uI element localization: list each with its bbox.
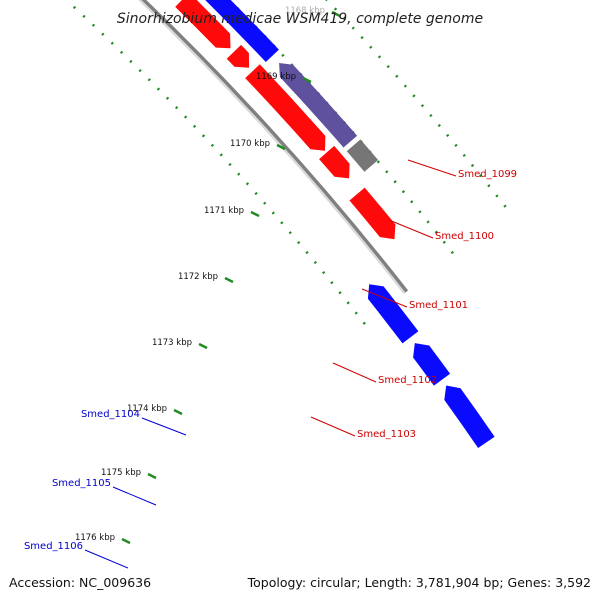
gene-label-right-1: Smed_1099 [458, 169, 517, 180]
tick-label-6: 1173 kbp [152, 338, 192, 348]
gene-leader-2 [388, 219, 434, 239]
cds-reverse-smed-1106 [444, 385, 495, 448]
cds-reverse-smed-1104 [367, 284, 419, 344]
cds-forward-smed-1103 [349, 187, 396, 240]
tick-mark-9 [121, 537, 131, 545]
gene-leader-1 [407, 159, 457, 177]
gene-label-left-1: Smed_1104 [81, 409, 140, 420]
genome-title: Sinorhizobium medicae WSM419, complete g… [117, 11, 483, 27]
tick-mark-5 [224, 276, 234, 284]
tick-label-8: 1175 kbp [101, 468, 141, 478]
gene-label-right-2: Smed_1100 [435, 231, 494, 242]
backbone-line [141, 0, 409, 293]
tick-mark-4 [250, 210, 260, 218]
cds-reverse-smed-1105 [413, 343, 451, 386]
tick-label-4: 1171 kbp [204, 206, 244, 216]
gene-leader-3 [361, 288, 408, 308]
feature-grey [346, 139, 379, 172]
backbone-shadow [137, 0, 406, 295]
gene-labels: Smed_1099 Smed_1100 Smed_1101 Smed_1102 Smed… [24, 159, 517, 569]
tick-mark-6 [198, 342, 208, 350]
gene-leader-left-3 [84, 549, 129, 569]
topology-text: Topology: circular; Length: 3,781,904 bp… [247, 575, 591, 590]
gene-label-right-5: Smed_1103 [357, 429, 416, 440]
tick-label-9: 1176 kbp [75, 533, 115, 543]
cds-forward-smed-1099 [175, 0, 231, 49]
feature-purple [279, 63, 358, 148]
coordinate-ticks: 1168 kbp 1169 kbp 1170 kbp 1171 kbp 1172 kbp… [75, 6, 341, 545]
cds-forward-smed-1102 [319, 145, 350, 179]
gene-leader-left-1 [141, 417, 187, 436]
gene-label-left-2: Smed_1105 [52, 478, 111, 489]
gene-leader-5 [310, 416, 356, 437]
gene-label-right-3: Smed_1101 [409, 300, 468, 311]
tick-label-2: 1169 kbp [256, 72, 296, 82]
gene-label-left-3: Smed_1106 [24, 541, 83, 552]
gene-features [175, 0, 495, 448]
cds-forward-smed-1101 [245, 64, 326, 151]
tick-mark-1 [331, 10, 341, 18]
cds-reverse-outer [205, 0, 279, 62]
gene-leader-4 [332, 362, 377, 383]
tick-label-7: 1174 kbp [127, 404, 167, 414]
tick-mark-8 [147, 472, 157, 480]
tick-mark-3 [276, 143, 286, 151]
tick-label-3: 1170 kbp [230, 139, 270, 149]
tick-label-1: 1168 kbp [285, 6, 325, 16]
cds-forward-smed-1100 [226, 44, 250, 68]
accession-text: Accession: NC_009636 [9, 575, 151, 590]
genome-backbone [137, 0, 409, 295]
tick-label-5: 1172 kbp [178, 272, 218, 282]
tick-mark-2 [302, 76, 312, 84]
gene-label-right-4: Smed_1102 [378, 375, 437, 386]
gene-leader-left-2 [112, 486, 157, 506]
tick-mark-7 [173, 408, 183, 416]
